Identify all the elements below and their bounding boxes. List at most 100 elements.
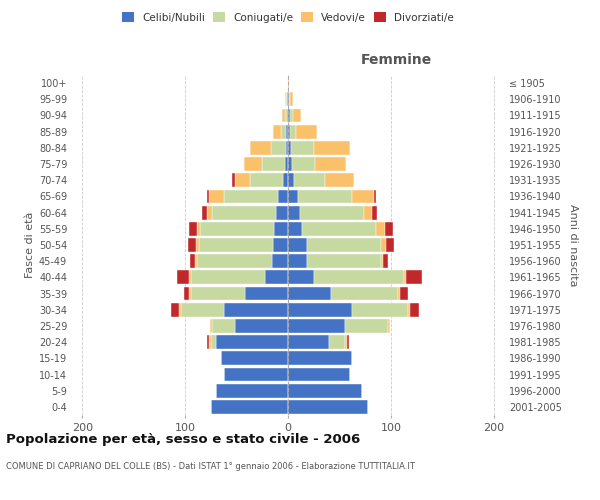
Bar: [209, 336, 211, 349]
Bar: [207, 336, 209, 349]
Bar: [188, 238, 196, 252]
Bar: [288, 157, 292, 171]
Bar: [301, 206, 364, 220]
Bar: [189, 270, 191, 284]
Bar: [291, 141, 314, 154]
Bar: [197, 222, 200, 235]
Bar: [216, 384, 288, 398]
Bar: [224, 190, 278, 203]
Bar: [293, 108, 301, 122]
Bar: [288, 125, 290, 138]
Bar: [329, 336, 344, 349]
Bar: [410, 303, 419, 316]
Bar: [287, 108, 288, 122]
Bar: [196, 254, 197, 268]
Bar: [288, 76, 289, 90]
Bar: [288, 303, 352, 316]
Bar: [286, 141, 288, 154]
Bar: [288, 384, 362, 398]
Bar: [235, 319, 288, 333]
Bar: [285, 108, 287, 122]
Bar: [302, 222, 376, 235]
Bar: [314, 141, 350, 154]
Bar: [191, 270, 265, 284]
Bar: [282, 108, 285, 122]
Bar: [210, 319, 212, 333]
Bar: [288, 206, 301, 220]
Bar: [283, 174, 288, 187]
Bar: [288, 254, 307, 268]
Bar: [202, 206, 207, 220]
Bar: [285, 92, 286, 106]
Bar: [344, 319, 388, 333]
Bar: [275, 206, 288, 220]
Bar: [189, 286, 191, 300]
Bar: [331, 286, 398, 300]
Bar: [314, 270, 404, 284]
Bar: [232, 174, 235, 187]
Bar: [325, 174, 354, 187]
Bar: [189, 222, 197, 235]
Bar: [262, 157, 285, 171]
Bar: [288, 238, 307, 252]
Bar: [286, 125, 288, 138]
Bar: [294, 174, 325, 187]
Bar: [221, 352, 288, 365]
Bar: [278, 190, 288, 203]
Bar: [216, 336, 288, 349]
Bar: [388, 319, 390, 333]
Bar: [380, 238, 386, 252]
Bar: [212, 206, 275, 220]
Bar: [235, 174, 250, 187]
Bar: [288, 222, 302, 235]
Bar: [207, 206, 212, 220]
Bar: [409, 303, 410, 316]
Bar: [288, 141, 291, 154]
Bar: [347, 336, 349, 349]
Bar: [212, 319, 235, 333]
Bar: [288, 108, 290, 122]
Bar: [285, 157, 288, 171]
Bar: [290, 125, 296, 138]
Y-axis label: Fasce di età: Fasce di età: [25, 212, 35, 278]
Bar: [288, 92, 289, 106]
Bar: [171, 303, 179, 316]
Bar: [296, 125, 317, 138]
Bar: [211, 336, 216, 349]
Y-axis label: Anni di nascita: Anni di nascita: [568, 204, 578, 286]
Bar: [272, 254, 288, 268]
Bar: [315, 157, 346, 171]
Bar: [190, 254, 196, 268]
Bar: [288, 174, 294, 187]
Bar: [288, 270, 314, 284]
Bar: [191, 286, 245, 300]
Bar: [245, 286, 288, 300]
Bar: [211, 400, 288, 414]
Bar: [179, 303, 181, 316]
Bar: [364, 206, 373, 220]
Text: Popolazione per età, sesso e stato civile - 2006: Popolazione per età, sesso e stato civil…: [6, 432, 360, 446]
Bar: [290, 92, 293, 106]
Legend: Celibi/Nubili, Coniugati/e, Vedovi/e, Divorziati/e: Celibi/Nubili, Coniugati/e, Vedovi/e, Di…: [120, 10, 456, 24]
Bar: [181, 303, 224, 316]
Bar: [288, 319, 344, 333]
Bar: [286, 92, 287, 106]
Bar: [352, 303, 409, 316]
Bar: [376, 222, 385, 235]
Bar: [224, 368, 288, 382]
Bar: [224, 303, 288, 316]
Bar: [290, 108, 293, 122]
Bar: [197, 254, 272, 268]
Bar: [199, 238, 272, 252]
Bar: [385, 222, 393, 235]
Bar: [244, 157, 262, 171]
Bar: [404, 270, 406, 284]
Bar: [398, 286, 400, 300]
Bar: [344, 336, 347, 349]
Bar: [307, 254, 380, 268]
Text: COMUNE DI CAPRIANO DEL COLLE (BS) - Dati ISTAT 1° gennaio 2006 - Elaborazione TU: COMUNE DI CAPRIANO DEL COLLE (BS) - Dati…: [6, 462, 415, 471]
Bar: [288, 400, 368, 414]
Bar: [373, 206, 377, 220]
Bar: [200, 222, 274, 235]
Bar: [265, 270, 288, 284]
